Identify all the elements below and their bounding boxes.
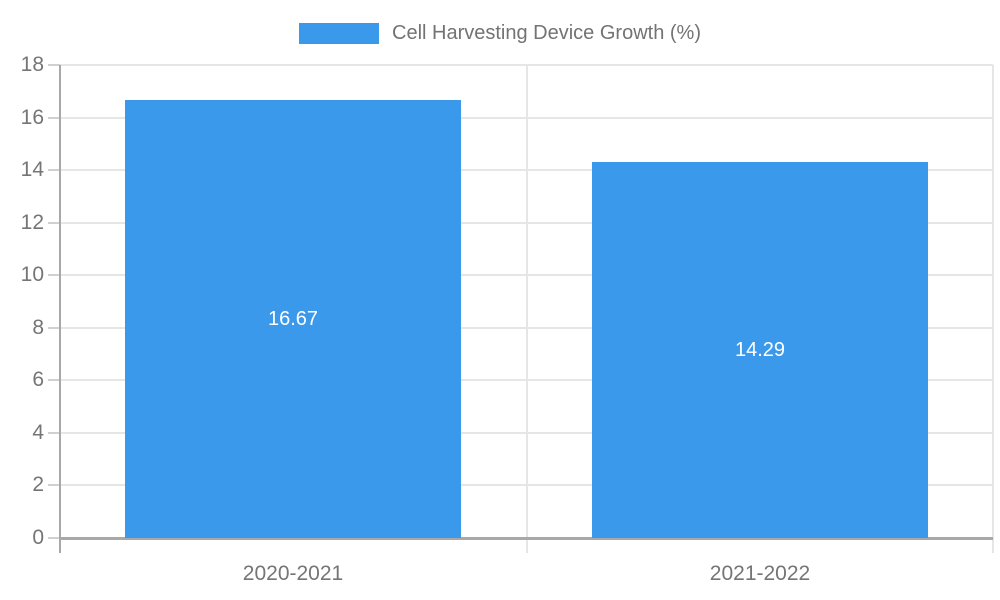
y-axis-tick [48,432,60,434]
y-tick-label: 4 [32,421,44,444]
bar[interactable] [592,162,928,538]
y-axis-tick [48,169,60,171]
category-boundary-line [526,65,528,553]
legend-label: Cell Harvesting Device Growth (%) [392,21,701,44]
y-axis-tick [48,117,60,119]
x-axis-line [60,537,993,540]
legend-swatch [299,22,379,44]
category-boundary-line [992,65,994,553]
y-tick-label: 16 [20,106,44,129]
x-axis-category-label: 2020-2021 [242,562,344,585]
bar[interactable] [125,100,461,538]
y-axis-line [59,65,61,553]
y-tick-label: 12 [20,211,44,234]
y-axis-tick [48,484,60,486]
y-axis-tick [48,379,60,381]
y-axis-tick [48,537,60,539]
y-axis-tick [48,274,60,276]
y-tick-label: 2 [32,473,44,496]
y-axis-tick [48,222,60,224]
y-tick-label: 0 [32,526,44,549]
y-tick-label: 14 [20,158,44,181]
bar-value-label: 14.29 [734,339,786,361]
y-tick-label: 8 [32,316,44,339]
x-axis-category-label: 2021-2022 [709,562,811,585]
y-axis-tick [48,64,60,66]
y-tick-label: 18 [20,53,44,76]
y-axis-tick [48,327,60,329]
y-tick-label: 6 [32,368,44,391]
bar-value-label: 16.67 [267,308,319,330]
legend-item[interactable]: Cell Harvesting Device Growth (%) [0,18,1000,48]
y-tick-label: 10 [20,263,44,286]
